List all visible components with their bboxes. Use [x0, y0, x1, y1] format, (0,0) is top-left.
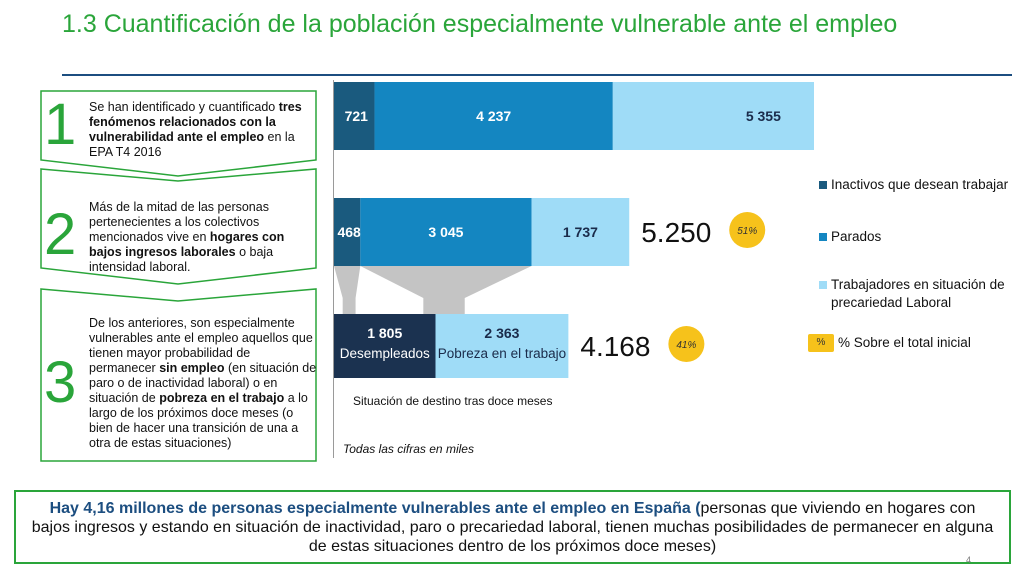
bar-row2-precarios-label: 1 737 — [563, 224, 598, 240]
step-3-text-part-3: pobreza en el trabajo — [159, 391, 285, 405]
bar-row2-precarios — [531, 198, 630, 266]
bar-row1-parados — [374, 82, 613, 150]
step-2-panel: 2 Más de la mitad de las personas perten… — [40, 168, 317, 286]
bar-row3-pobreza-value: 2 363 — [484, 325, 519, 341]
bar-row3-total-label: 4.168 — [580, 331, 650, 362]
legend-label-precarios: Trabajadores en situación de precariedad… — [831, 277, 1005, 310]
legend-swatch-parados — [819, 233, 827, 241]
step-1-panel: 1 Se han identificado y cuantificado tre… — [40, 90, 317, 178]
conclusion-close: ) — [710, 538, 717, 555]
step-1-text-part-0: Se han identificado y cuantificado — [89, 100, 279, 114]
bar-row2-parados-label: 3 045 — [428, 224, 463, 240]
funnel-connector-parados — [360, 266, 532, 314]
legend-label-inactivos: Inactivos que desean trabajar — [831, 177, 1009, 192]
funnel-connector-inactivos — [334, 266, 361, 314]
step-3-panel: 3 De los anteriores, son especialmente v… — [40, 288, 317, 462]
bar-row3-desempleados-caption: Desempleados — [340, 346, 430, 361]
bar-row1-inactivos-label: 721 — [345, 108, 369, 124]
bar-row2-inactivos-label: 468 — [337, 224, 361, 240]
bar-row3-desempleados — [334, 314, 436, 378]
step-2-chevron-shape — [40, 168, 317, 285]
step-2-text-part-1: hogares con bajos ingresos laborales — [89, 230, 285, 259]
step-1-text-part-1: tres fenómenos relacionados con la vulne… — [89, 100, 302, 144]
step-2-number: 2 — [44, 202, 77, 267]
bar-row2-inactivos — [334, 198, 361, 266]
step-3-text-part-0: De los anteriores, son especialmente vul… — [89, 316, 313, 375]
pct-legend-label: % Sobre el total inicial — [838, 335, 971, 350]
conclusion-detail: personas que viviendo en hogares con baj… — [31, 500, 994, 555]
units-note: Todas las cifras en miles — [343, 442, 474, 456]
page-title: 1.3 Cuantificación de la población espec… — [62, 10, 898, 38]
title-divider — [62, 74, 1012, 76]
step-2-text-part-2: o baja intensidad laboral. — [89, 245, 274, 274]
step-1-text-part-2: en la EPA T4 2016 — [89, 130, 295, 159]
step-3-text-part-1: sin empleo — [159, 361, 225, 375]
bar-row1-precarios-label: 5 355 — [746, 108, 781, 124]
step-1-text: Se han identificado y cuantificado tres … — [89, 100, 311, 160]
destination-caption: Situación de destino tras doce meses — [353, 394, 553, 408]
bar-row3-pobreza-caption: Pobreza en el trabajo — [438, 346, 566, 361]
step-3-number: 3 — [44, 350, 77, 415]
step-1-chevron-shape — [40, 90, 317, 177]
conclusion-box: Hay 4,16 millones de personas especialme… — [14, 490, 1011, 564]
legend-swatch-precarios — [819, 281, 827, 289]
page-number: 4 — [966, 555, 972, 565]
legend-label-parados: Parados — [831, 229, 882, 244]
bar-row2-pct-label: 51% — [737, 226, 757, 237]
bar-row3-pct-label: 41% — [676, 340, 696, 351]
bar-row3-pobreza — [435, 314, 569, 378]
legend-swatch-inactivos — [819, 181, 827, 189]
bar-row1-parados-label: 4 237 — [476, 108, 511, 124]
bar-row3-pct-badge — [668, 326, 705, 362]
bar-row2-parados — [360, 198, 532, 266]
step-2-text: Más de la mitad de las personas pertenec… — [89, 200, 313, 275]
pct-legend-badge: % — [808, 334, 834, 352]
chart-axis-line — [333, 80, 334, 458]
bar-row1-precarios — [612, 82, 814, 150]
bar-row1-inactivos — [334, 82, 375, 150]
step-1-number: 1 — [44, 92, 77, 157]
step-3-chevron-shape — [40, 288, 317, 462]
bar-row3-desempleados-value: 1 805 — [367, 325, 402, 341]
conclusion-highlight: Hay 4,16 millones de personas especialme… — [49, 500, 701, 517]
step-3-text-part-2: (en situación de paro o de inactividad l… — [89, 361, 317, 405]
bar-row2-pct-badge — [729, 212, 766, 248]
step-3-text: De los anteriores, son especialmente vul… — [89, 316, 319, 451]
step-2-text-part-0: Más de la mitad de las personas pertenec… — [89, 200, 269, 244]
step-3-text-part-4: a lo largo de los próximos doce meses (o… — [89, 391, 308, 450]
bar-row2-total-label: 5.250 — [641, 217, 711, 248]
